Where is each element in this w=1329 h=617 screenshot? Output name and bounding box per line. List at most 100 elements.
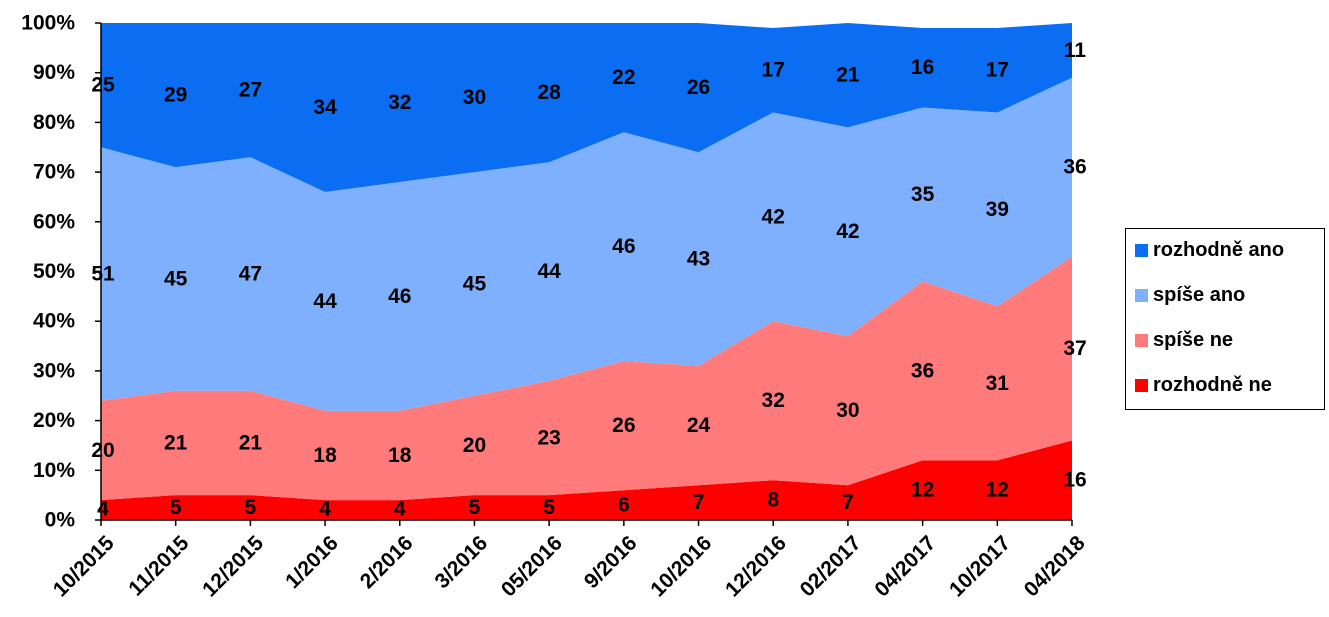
x-tick-label: 1/2016 bbox=[281, 531, 343, 593]
y-tick-label: 40% bbox=[33, 310, 75, 333]
y-tick-labels: 0% 10% 20% 30% 40% 50% 60% 70% 80% 90% 100% bbox=[21, 12, 75, 532]
x-tick-label: 04/2018 bbox=[1020, 531, 1090, 601]
x-tick-label: 10/2017 bbox=[945, 531, 1015, 601]
data-label: 21 bbox=[164, 431, 188, 454]
data-label: 47 bbox=[239, 262, 262, 285]
axes bbox=[95, 22, 1073, 526]
y-tick-label: 80% bbox=[33, 111, 75, 134]
data-label: 12 bbox=[986, 479, 1009, 502]
data-label: 46 bbox=[612, 235, 635, 258]
legend-swatch bbox=[1135, 379, 1148, 392]
data-label: 44 bbox=[537, 260, 561, 283]
y-tick-label: 50% bbox=[33, 260, 75, 283]
data-label: 8 bbox=[767, 489, 779, 512]
data-label: 42 bbox=[836, 220, 859, 243]
data-label: 36 bbox=[1063, 156, 1086, 179]
data-label: 30 bbox=[836, 399, 859, 422]
x-tick-label: 04/2017 bbox=[870, 531, 940, 601]
legend-label: rozhodně ne bbox=[1153, 374, 1272, 396]
data-label: 43 bbox=[687, 248, 710, 271]
area-spíše-ne bbox=[101, 256, 1072, 501]
data-label: 31 bbox=[986, 372, 1010, 395]
data-label: 4 bbox=[319, 498, 331, 521]
x-tick-labels: 10/2015 11/2015 12/2015 1/2016 2/2016 3/2016 0… bbox=[49, 531, 1090, 601]
data-label: 21 bbox=[239, 431, 263, 454]
data-label: 20 bbox=[463, 434, 486, 457]
data-label: 45 bbox=[463, 272, 487, 295]
area-rozhodně-ano bbox=[101, 23, 1072, 192]
data-label: 11 bbox=[1064, 39, 1087, 62]
data-label: 45 bbox=[164, 267, 188, 290]
data-label: 34 bbox=[313, 96, 337, 119]
legend-label: spíše ano bbox=[1153, 284, 1246, 306]
data-label: 5 bbox=[543, 496, 555, 519]
y-tick-label: 100% bbox=[21, 12, 75, 35]
area-rozhodně-ne bbox=[101, 440, 1072, 520]
data-label: 12 bbox=[911, 479, 934, 502]
data-label: 32 bbox=[762, 389, 785, 412]
data-label: 46 bbox=[388, 285, 411, 308]
data-label: 24 bbox=[687, 414, 711, 437]
data-label: 18 bbox=[388, 444, 412, 467]
x-tick-label: 02/2017 bbox=[796, 531, 866, 601]
data-label: 37 bbox=[1063, 337, 1086, 360]
y-tick-label: 60% bbox=[33, 210, 75, 233]
data-label: 29 bbox=[164, 84, 187, 107]
legend-item-spise-ano: spíše ano bbox=[1135, 284, 1245, 307]
data-label: 7 bbox=[693, 491, 705, 514]
data-label: 4 bbox=[97, 498, 109, 521]
data-label: 18 bbox=[313, 444, 337, 467]
data-label: 36 bbox=[911, 359, 934, 382]
data-label: 51 bbox=[91, 262, 115, 285]
series-areas bbox=[101, 23, 1072, 520]
data-label: 16 bbox=[1063, 469, 1086, 492]
data-label: 26 bbox=[612, 414, 635, 437]
legend-label: spíše ne bbox=[1153, 329, 1234, 351]
legend-item-spise-ne: spíše ne bbox=[1135, 329, 1233, 352]
data-label: 4 bbox=[394, 498, 406, 521]
data-label: 16 bbox=[911, 56, 934, 79]
x-tick-label: 12/2016 bbox=[721, 531, 791, 601]
y-tick-label: 20% bbox=[33, 409, 75, 432]
x-tick-label: 9/2016 bbox=[580, 531, 642, 593]
x-tick-label: 10/2016 bbox=[646, 531, 716, 601]
data-label: 21 bbox=[836, 64, 860, 87]
data-label: 5 bbox=[245, 496, 257, 519]
chart-legend: rozhodně ano spíše ano spíše ne rozhodně… bbox=[1125, 228, 1325, 410]
data-label: 7 bbox=[842, 491, 854, 514]
data-label: 26 bbox=[687, 76, 710, 99]
data-label: 44 bbox=[313, 290, 337, 313]
legend-item-rozhodne-ano: rozhodně ano bbox=[1135, 239, 1284, 262]
data-label: 30 bbox=[463, 86, 486, 109]
area-spíše-ano bbox=[101, 77, 1072, 411]
legend-swatch bbox=[1135, 334, 1148, 347]
x-tick-label: 2/2016 bbox=[356, 531, 418, 593]
data-label: 22 bbox=[612, 66, 635, 89]
y-tick-label: 0% bbox=[45, 509, 76, 532]
data-label: 32 bbox=[388, 91, 411, 114]
data-label: 42 bbox=[762, 205, 785, 228]
y-tick-label: 70% bbox=[33, 161, 75, 184]
data-label: 25 bbox=[91, 74, 115, 97]
data-label: 6 bbox=[618, 494, 630, 517]
data-label: 17 bbox=[762, 59, 785, 82]
x-tick-label: 10/2015 bbox=[49, 531, 119, 601]
data-label: 20 bbox=[91, 439, 114, 462]
legend-swatch bbox=[1135, 244, 1148, 257]
data-label: 35 bbox=[911, 183, 935, 206]
legend-swatch bbox=[1135, 289, 1148, 302]
data-label: 5 bbox=[170, 496, 182, 519]
y-tick-label: 90% bbox=[33, 61, 75, 84]
y-tick-label: 10% bbox=[33, 459, 75, 482]
data-label: 5 bbox=[469, 496, 481, 519]
y-tick-label: 30% bbox=[33, 359, 75, 382]
legend-item-rozhodne-ne: rozhodně ne bbox=[1135, 374, 1272, 397]
data-label: 39 bbox=[986, 198, 1009, 221]
legend-label: rozhodně ano bbox=[1153, 239, 1285, 261]
x-tick-label: 11/2015 bbox=[124, 531, 193, 600]
x-tick-label: 05/2016 bbox=[497, 531, 567, 601]
x-tick-label: 3/2016 bbox=[430, 531, 492, 593]
data-label: 17 bbox=[986, 59, 1009, 82]
